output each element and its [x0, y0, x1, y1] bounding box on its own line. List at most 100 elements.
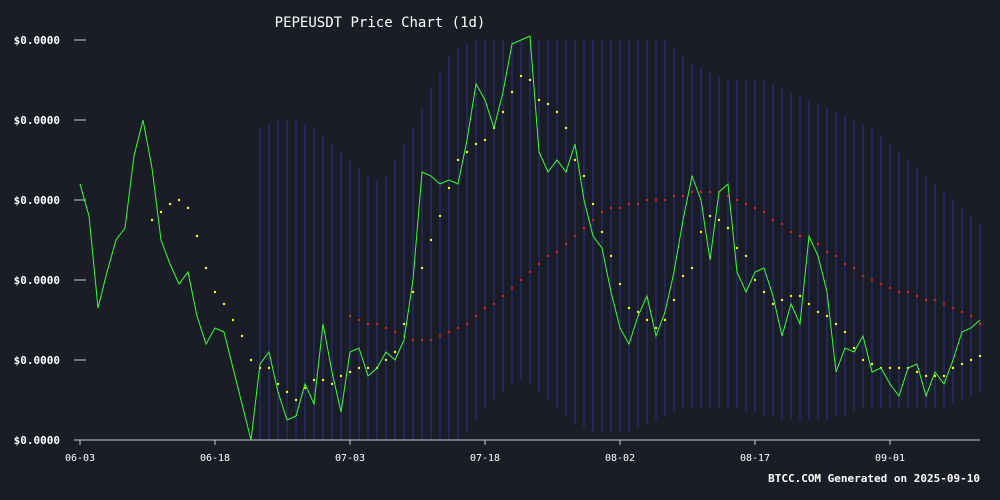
long-ma-point: [690, 190, 694, 194]
long-ma-series: [348, 190, 982, 342]
short-ma-point: [708, 214, 712, 218]
long-ma-point: [636, 202, 640, 206]
long-ma-point: [501, 294, 505, 298]
y-tick-label: $0.0000: [14, 194, 60, 207]
bollinger-band: [259, 40, 981, 440]
short-ma-point: [249, 358, 253, 362]
short-ma-point: [330, 382, 334, 386]
short-ma-point: [564, 126, 568, 130]
short-ma-point: [924, 374, 928, 378]
long-ma-point: [447, 330, 451, 334]
long-ma-point: [573, 234, 577, 238]
long-ma-point: [645, 198, 649, 202]
short-ma-point: [861, 358, 865, 362]
short-ma-point: [528, 78, 532, 82]
short-ma-point: [348, 370, 352, 374]
x-tick-label: 07-18: [470, 453, 500, 464]
short-ma-point: [834, 322, 838, 326]
long-ma-point: [492, 302, 496, 306]
short-ma-point: [942, 374, 946, 378]
long-ma-point: [465, 322, 469, 326]
long-ma-point: [384, 326, 388, 330]
short-ma-point: [735, 246, 739, 250]
long-ma-point: [834, 254, 838, 258]
long-ma-point: [780, 222, 784, 226]
long-ma-point: [843, 262, 847, 266]
short-ma-point: [663, 318, 667, 322]
long-ma-point: [942, 302, 946, 306]
long-ma-point: [726, 194, 730, 198]
long-ma-point: [627, 202, 631, 206]
long-ma-point: [582, 226, 586, 230]
short-ma-point: [276, 382, 280, 386]
short-ma-series: [150, 74, 982, 402]
long-ma-point: [663, 198, 667, 202]
short-ma-point: [870, 362, 874, 366]
long-ma-point: [366, 322, 370, 326]
short-ma-point: [456, 158, 460, 162]
short-ma-point: [555, 110, 559, 114]
long-ma-point: [969, 314, 973, 318]
short-ma-point: [312, 378, 316, 382]
y-tick-label: $0.0000: [14, 434, 60, 447]
long-ma-point: [393, 330, 397, 334]
short-ma-point: [843, 330, 847, 334]
short-ma-point: [483, 138, 487, 142]
long-ma-point: [357, 318, 361, 322]
short-ma-point: [510, 90, 514, 94]
long-ma-point: [474, 314, 478, 318]
x-tick-label: 06-18: [200, 453, 230, 464]
short-ma-point: [177, 198, 181, 202]
short-ma-point: [915, 370, 919, 374]
x-tick-label: 08-02: [605, 453, 635, 464]
short-ma-point: [888, 366, 892, 370]
short-ma-point: [807, 302, 811, 306]
long-ma-point: [348, 314, 352, 318]
short-ma-point: [681, 274, 685, 278]
long-ma-point: [744, 202, 748, 206]
short-ma-point: [429, 238, 433, 242]
short-ma-point: [357, 366, 361, 370]
short-ma-point: [951, 366, 955, 370]
short-ma-point: [609, 254, 613, 258]
short-ma-point: [762, 290, 766, 294]
long-ma-point: [753, 206, 757, 210]
long-ma-point: [789, 230, 793, 234]
long-ma-point: [546, 254, 550, 258]
short-ma-point: [474, 142, 478, 146]
y-tick-label: $0.0000: [14, 274, 60, 287]
short-ma-point: [933, 374, 937, 378]
short-ma-point: [537, 98, 541, 102]
short-ma-point: [591, 202, 595, 206]
long-ma-point: [879, 282, 883, 286]
short-ma-point: [195, 234, 199, 238]
long-ma-point: [762, 210, 766, 214]
long-ma-point: [906, 290, 910, 294]
short-ma-point: [816, 310, 820, 314]
short-ma-point: [420, 266, 424, 270]
short-ma-point: [573, 158, 577, 162]
x-tick-label: 09-01: [875, 453, 905, 464]
long-ma-point: [960, 310, 964, 314]
short-ma-point: [213, 290, 217, 294]
long-ma-point: [681, 194, 685, 198]
long-ma-point: [654, 198, 658, 202]
long-ma-point: [528, 270, 532, 274]
short-ma-point: [582, 174, 586, 178]
short-ma-point: [168, 202, 172, 206]
long-ma-point: [915, 294, 919, 298]
short-ma-point: [501, 110, 505, 114]
short-ma-point: [771, 302, 775, 306]
short-ma-point: [654, 326, 658, 330]
short-ma-point: [285, 390, 289, 394]
short-ma-point: [798, 294, 802, 298]
chart-title: PEPEUSDT Price Chart (1d): [275, 15, 486, 31]
x-tick-label: 08-17: [740, 453, 770, 464]
short-ma-point: [231, 318, 235, 322]
short-ma-point: [645, 318, 649, 322]
short-ma-point: [366, 366, 370, 370]
x-axis-ticks: 06-03 06-18 07-03 07-18 08-02 08-17 09-01: [65, 440, 905, 464]
short-ma-point: [672, 298, 676, 302]
short-ma-point: [546, 102, 550, 106]
short-ma-point: [780, 298, 784, 302]
